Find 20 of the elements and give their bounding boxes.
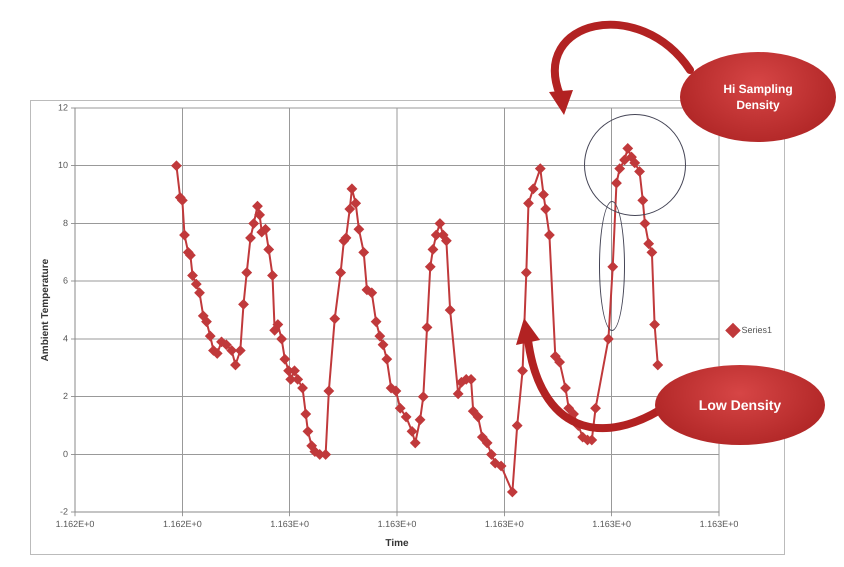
y-tick-label: 4 — [62, 333, 68, 344]
y-tick-label: 10 — [58, 160, 68, 170]
x-tick-label: 1.163E+0 — [700, 519, 738, 530]
y-tick-label: -2 — [60, 506, 68, 517]
legend-label: Series1 — [741, 324, 772, 335]
x-tick-label: 1.163E+0 — [378, 519, 416, 530]
x-axis-title: Time — [385, 538, 410, 549]
y-tick-label: 8 — [62, 218, 68, 228]
annotation: Low Density — [698, 397, 782, 413]
x-tick-label: 1.163E+0 — [270, 519, 310, 530]
y-tick-label: 0 — [62, 448, 68, 459]
y-tick-label: 2 — [62, 391, 68, 402]
x-tick-label: 1.163E+0 — [592, 519, 632, 530]
y-tick-label: 12 — [58, 102, 68, 112]
x-tick-label: 1.162E+0 — [162, 519, 202, 530]
x-tick-label: 1.163E+0 — [484, 519, 524, 530]
y-axis-title: Ambient Temperature — [40, 258, 51, 362]
y-tick-label: 6 — [62, 276, 68, 286]
x-tick-label: 1.162E+0 — [56, 519, 94, 530]
text: Hi Sampling Density — [722, 81, 794, 113]
